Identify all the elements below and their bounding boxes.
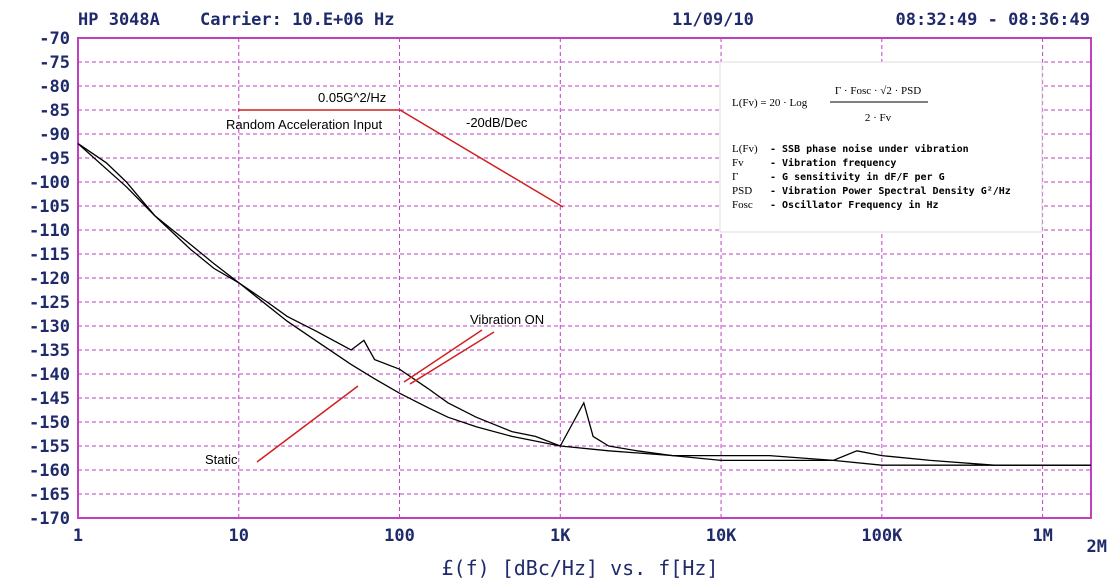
x-tick-label: 10	[229, 526, 249, 546]
formula-denominator: 2 · Fv	[865, 112, 892, 124]
header-time: 08:32:49 - 08:36:49	[896, 10, 1090, 30]
x-tick-label: 1K	[550, 526, 571, 546]
formula-symbol: PSD	[732, 185, 752, 197]
y-tick-label: -160	[29, 461, 70, 481]
y-tick-label: -100	[29, 173, 70, 193]
formula-symbol: Fv	[732, 157, 744, 169]
formula-description: - Oscillator Frequency in Hz	[770, 199, 939, 211]
y-tick-label: -165	[29, 485, 70, 505]
series-label: Vibration ON	[470, 312, 544, 327]
formula-symbol: Γ	[732, 171, 738, 183]
y-tick-label: -170	[29, 509, 70, 529]
annotation: 0.05G^2/Hz	[318, 90, 386, 105]
y-tick-label: -150	[29, 413, 70, 433]
y-tick-label: -125	[29, 293, 70, 313]
y-tick-label: -120	[29, 269, 70, 289]
x-tick-label: 10K	[706, 526, 737, 546]
y-tick-label: -155	[29, 437, 70, 457]
plot-frame	[77, 37, 1092, 519]
formula-description: - Vibration frequency	[770, 157, 896, 169]
header-carrier: Carrier: 10.E+06 Hz	[200, 10, 394, 30]
annotation: Random Acceleration Input	[226, 117, 382, 132]
y-tick-label: -145	[29, 389, 70, 409]
y-tick-label: -140	[29, 365, 70, 385]
y-tick-label: -105	[29, 197, 70, 217]
annotation: -20dB/Dec	[466, 115, 528, 130]
formula-lhs: L(Fv) = 20 · Log	[732, 97, 808, 109]
x-tick-label: 100K	[861, 526, 903, 546]
y-tick-label: -70	[39, 29, 70, 49]
formula-symbol: Fosc	[732, 199, 753, 211]
y-tick-label: -110	[29, 221, 70, 241]
y-tick-label: -90	[39, 125, 70, 145]
x-tick-label: 1	[73, 526, 83, 546]
header-date: 11/09/10	[672, 10, 754, 30]
arrow	[403, 329, 483, 383]
formula-numerator: Γ · Fosc · √2 · PSD	[835, 85, 921, 97]
y-tick-label: -85	[39, 101, 70, 121]
x-tick-label: 1M	[1032, 526, 1052, 546]
y-tick-label: -75	[39, 53, 70, 73]
y-tick-label: -115	[29, 245, 70, 265]
y-tick-label: -80	[39, 77, 70, 97]
psd-profile	[238, 109, 564, 208]
x-tick-label: 100	[384, 526, 415, 546]
formula-description: - Vibration Power Spectral Density G²/Hz	[770, 185, 1011, 197]
formula-symbol: L(Fv)	[732, 143, 758, 155]
header-instrument: HP 3048A	[78, 10, 160, 30]
y-tick-label: -135	[29, 341, 70, 361]
y-tick-label: -130	[29, 317, 70, 337]
arrow	[256, 385, 359, 463]
formula-description: - G sensitivity in dF/F per G	[770, 171, 945, 183]
series-label: Static	[205, 452, 238, 467]
arrow	[409, 331, 495, 385]
series-line	[77, 143, 1091, 466]
series-line	[77, 143, 1091, 466]
x-axis-label: £(f) [dBc/Hz] vs. f[Hz]	[442, 556, 719, 580]
x-tick-label: 2M	[1087, 537, 1107, 557]
formula-box	[719, 61, 1043, 233]
formula-description: - SSB phase noise under vibration	[770, 143, 969, 155]
y-tick-label: -95	[39, 149, 70, 169]
